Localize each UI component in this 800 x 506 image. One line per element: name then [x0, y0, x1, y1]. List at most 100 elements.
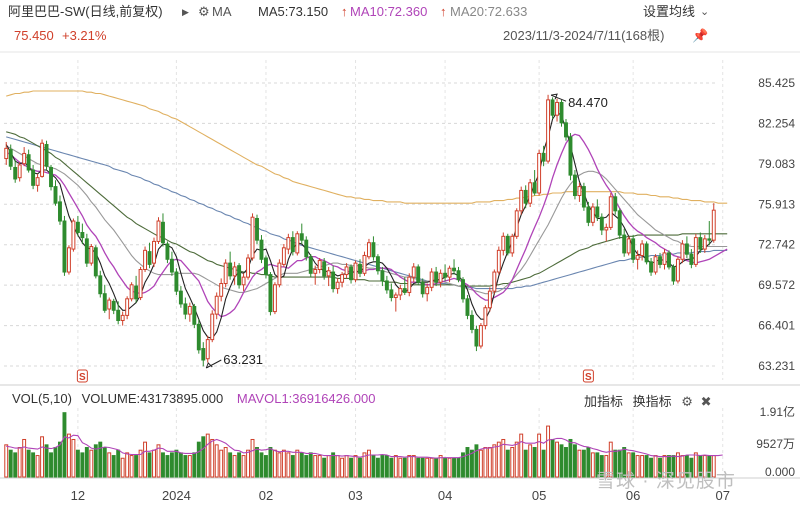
volume-bar: [353, 455, 358, 478]
candle-body: [653, 256, 658, 273]
pin-icon[interactable]: 📌: [692, 28, 709, 43]
candle-body: [84, 238, 89, 264]
candle-body: [675, 258, 680, 282]
chevron-down-icon[interactable]: ⌄: [700, 6, 710, 18]
close-icon[interactable]: ✖: [700, 394, 712, 409]
volume-bar: [644, 455, 649, 478]
candle-body: [241, 276, 246, 286]
volume-bar: [255, 447, 259, 478]
mavol-line: [6, 434, 723, 459]
candle-body: [572, 174, 577, 197]
candle-body: [152, 240, 156, 264]
volume-bar: [299, 452, 304, 478]
volume-bar: [344, 455, 349, 478]
volume-bar: [75, 449, 80, 478]
volume-bar: [425, 457, 430, 478]
candle-body: [416, 266, 421, 283]
volume-bar: [559, 444, 564, 478]
candle-body: [35, 177, 40, 186]
volume-bar: [143, 441, 148, 478]
volume-bar: [44, 444, 49, 478]
volume-bar: [116, 449, 121, 478]
volume-bar: [89, 449, 94, 478]
volume-bar: [102, 447, 107, 478]
candle-body: [367, 242, 371, 258]
volume-bar: [693, 452, 698, 478]
volume-bar: [613, 449, 618, 478]
ma-label[interactable]: MA: [212, 4, 232, 19]
candle-body: [698, 237, 703, 250]
chart-grid: [0, 51, 800, 479]
volume-bar: [134, 455, 139, 478]
volume-bar: [590, 452, 595, 478]
volume-bar: [335, 455, 340, 478]
candle-body: [398, 288, 403, 296]
candle-body: [452, 267, 456, 272]
candle-body: [702, 238, 707, 250]
candle-body: [608, 196, 613, 228]
candle-body: [219, 283, 224, 297]
candle-body: [331, 271, 336, 290]
candle-body: [384, 280, 389, 291]
candle-body: [568, 136, 573, 176]
candle-body: [255, 217, 259, 241]
candle-body: [411, 266, 416, 278]
candle-body: [671, 266, 676, 282]
candle-body: [192, 305, 197, 325]
candle-body: [313, 268, 318, 274]
volume-bar: [178, 452, 183, 478]
volume-bar: [667, 455, 671, 478]
candle-body: [689, 253, 694, 265]
volume-bar: [608, 441, 613, 478]
candle-body: [201, 348, 206, 361]
candle-body: [344, 266, 349, 276]
volume-bar: [259, 452, 264, 478]
volume-bar: [532, 447, 537, 478]
arrow-up-icon: ↑: [341, 4, 348, 19]
volume-bar: [456, 457, 461, 478]
volume-bar: [228, 452, 233, 478]
volume-bar: [523, 449, 528, 478]
candle-body: [474, 328, 479, 347]
gear-icon[interactable]: ⚙: [198, 4, 210, 19]
candle-body: [353, 262, 358, 281]
stock-title[interactable]: 阿里巴巴-SW(日线,前复权): [8, 4, 163, 19]
vol-title: VOL(5,10): [12, 391, 72, 406]
date-range[interactable]: 2023/11/3-2024/7/11(168根): [503, 28, 665, 43]
volume-bar: [631, 452, 636, 478]
volume-bar: [183, 455, 188, 478]
candle-body: [487, 290, 492, 309]
candles: [4, 94, 716, 367]
candle-body: [98, 275, 103, 295]
candle-body: [53, 186, 58, 204]
volume-bar: [26, 449, 31, 478]
add-indicator-button[interactable]: 加指标: [584, 394, 624, 409]
volume-bar: [120, 457, 125, 478]
gear-icon-vol[interactable]: ⚙: [681, 394, 693, 409]
volume-bar: [214, 444, 219, 478]
volume-bar: [649, 457, 654, 478]
ma-settings-button[interactable]: 设置均线: [643, 4, 696, 19]
ma10-value: MA10:72.360: [350, 4, 428, 19]
volume-bar: [568, 438, 573, 478]
volume-bar: [317, 455, 322, 478]
volume-bar: [53, 447, 58, 478]
candle-body: [407, 276, 412, 293]
volume-bar: [80, 452, 85, 478]
volume-bar: [514, 441, 519, 478]
candle-body: [40, 142, 45, 177]
volume-bar: [152, 449, 156, 478]
price-change: +3.21%: [62, 28, 107, 43]
volume-bar: [483, 447, 488, 478]
volume-bar: [308, 452, 313, 478]
candle-body: [187, 305, 192, 315]
switch-indicator-button[interactable]: 换指标: [632, 394, 672, 409]
candle-body: [4, 147, 9, 160]
volume-bar: [577, 449, 582, 478]
triangle-right-icon[interactable]: ▶: [182, 7, 189, 17]
candle-body: [532, 182, 537, 194]
candle-body: [586, 206, 591, 223]
candle-body: [129, 284, 134, 300]
x-axis-labels: 12 2024 02 03 04 05 06 07: [71, 488, 730, 503]
